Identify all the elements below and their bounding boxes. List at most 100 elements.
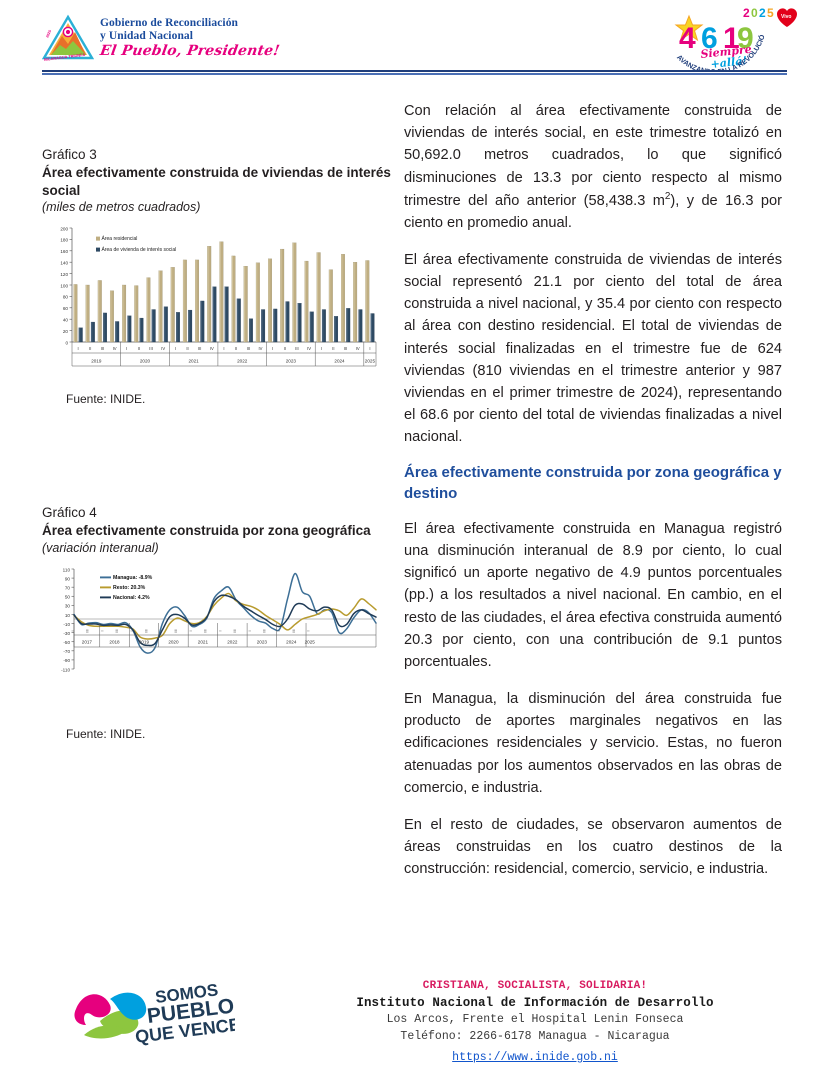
footer-slogan: CRISTIANA, SOCIALISTA, SOLIDARIA! [422,980,648,992]
svg-text:Siempre: Siempre [700,43,752,61]
svg-text:30: 30 [65,603,71,608]
svg-text:120: 120 [60,272,68,277]
svg-text:II: II [186,346,188,351]
svg-text:2018: 2018 [109,639,120,644]
superscript-2: 2 [664,190,671,202]
svg-text:I: I [130,630,134,631]
svg-text:180: 180 [60,238,68,243]
svg-text:II: II [89,346,91,351]
svg-text:III: III [292,629,296,632]
paragraph-4: En Managua, la disminución del área cons… [404,691,782,796]
paragraph-1-part-a: Con relación al área efectivamente const… [404,103,782,209]
svg-text:2024: 2024 [286,639,297,644]
svg-text:III: III [233,629,237,632]
svg-text:III: III [198,346,202,351]
svg-text:1: 1 [723,22,740,55]
svg-text:II: II [138,346,140,351]
svg-text:IV: IV [356,346,360,351]
chart-4-subtitle: (variación interanual) [42,540,159,555]
svg-text:-50: -50 [63,640,70,645]
svg-text:2025: 2025 [45,29,52,38]
svg-text:2020: 2020 [140,359,151,364]
chart-4-title: Área efectivamente construida por zona g… [42,523,371,539]
svg-text:2019: 2019 [91,359,102,364]
svg-text:II: II [332,346,334,351]
paragraph-3: El área efectivamente construida en Mana… [404,520,782,670]
charts-column: Gráfico 3 Área efectivamente construida … [42,100,392,747]
svg-text:100: 100 [60,283,68,288]
svg-text:2025: 2025 [365,359,376,364]
svg-text:I: I [307,630,311,631]
svg-text:-110: -110 [61,667,70,672]
svg-text:II: II [235,346,237,351]
somos-pueblo-que-vence-logo: SOMOS PUEBLO QUE VENCE! [70,979,248,1049]
svg-text:50: 50 [65,594,71,599]
footer-website-link[interactable]: https://www.inide.gob.ni [452,1051,618,1065]
chart-4-source: Fuente: INIDE. [66,726,146,741]
svg-text:2022: 2022 [237,359,248,364]
footer-institution: Instituto Nacional de Información de Des… [356,995,714,1010]
svg-text:-30: -30 [63,631,70,636]
svg-text:40: 40 [63,318,69,323]
chart-4-number: Gráfico 4 [42,505,97,521]
svg-text:70: 70 [65,585,71,590]
svg-text:5: 5 [767,6,774,20]
paragraph-5: En el resto de ciudades, se observaron a… [404,817,782,878]
chart-3-source: Fuente: INIDE. [66,392,146,407]
svg-text:III: III [101,346,105,351]
government-name: Gobierno de Reconciliación y Unidad Naci… [99,17,281,59]
svg-text:II: II [284,346,286,351]
svg-text:Área residencial: Área residencial [102,235,138,242]
header-rule [42,70,787,75]
svg-text:2025: 2025 [305,639,316,644]
svg-text:200: 200 [60,226,68,231]
chart-3-subtitle: (miles de metros cuadrados) [42,200,201,215]
svg-text:+allá!: +allá! [710,54,748,71]
svg-text:Vivo: Vivo [781,14,791,20]
nicaragua-triunfa-emblem-icon: 2025 NICARAGUA TRIUNFA [41,14,95,62]
text-column: Con relación al área efectivamente const… [404,100,782,881]
svg-text:III: III [145,629,149,632]
svg-text:0: 0 [65,340,68,345]
chart-3-number: Gráfico 3 [42,147,97,162]
svg-text:I: I [71,630,75,631]
svg-text:10: 10 [65,613,71,618]
government-logo: 2025 NICARAGUA TRIUNFA Gobierno de Recon… [41,14,281,62]
svg-text:140: 140 [60,261,68,266]
page-footer: SOMOS PUEBLO QUE VENCE! CRISTIANA, SOCIA… [0,975,825,1068]
svg-text:160: 160 [60,249,68,254]
svg-text:60: 60 [63,306,69,311]
svg-text:IV: IV [258,346,262,351]
section-subheading: Área efectivamente construida por zona g… [404,464,782,502]
svg-text:I: I [189,630,193,631]
svg-text:2023: 2023 [286,359,297,364]
svg-text:-90: -90 [63,658,70,663]
svg-text:2021: 2021 [198,639,209,644]
paragraph-1-part-b: ), y de 16.3 por ciento en promedio anua… [404,192,782,231]
svg-text:2017: 2017 [82,639,93,644]
svg-text:I: I [223,346,224,351]
paragraph-1: Con relación al área efectivamente const… [404,100,782,234]
gov-line-2: y Unidad Nacional [100,29,194,42]
svg-text:III: III [174,629,178,632]
anniversary-logo: Vivo 2 0 2 5 4 6 1 9 Siempre +allá! AV [650,0,803,76]
svg-text:III: III [247,346,251,351]
svg-text:IV: IV [210,346,214,351]
svg-text:I: I [248,630,252,631]
svg-text:20: 20 [63,329,69,334]
svg-text:6: 6 [701,22,718,55]
svg-text:Nacional: 4.2%: Nacional: 4.2% [113,595,150,601]
svg-text:0: 0 [751,6,758,20]
svg-text:I: I [126,346,127,351]
svg-text:110: 110 [63,567,71,572]
footer-phone: Teléfono: 2266-6178 Managua - Nicaragua [400,1029,670,1043]
svg-text:III: III [295,346,299,351]
svg-text:I: I [369,346,370,351]
svg-text:Área de vivienda de interés so: Área de vivienda de interés social [102,246,177,253]
svg-text:80: 80 [63,295,69,300]
svg-text:IV: IV [161,346,165,351]
svg-text:III: III [86,629,90,632]
svg-text:2: 2 [759,6,766,20]
